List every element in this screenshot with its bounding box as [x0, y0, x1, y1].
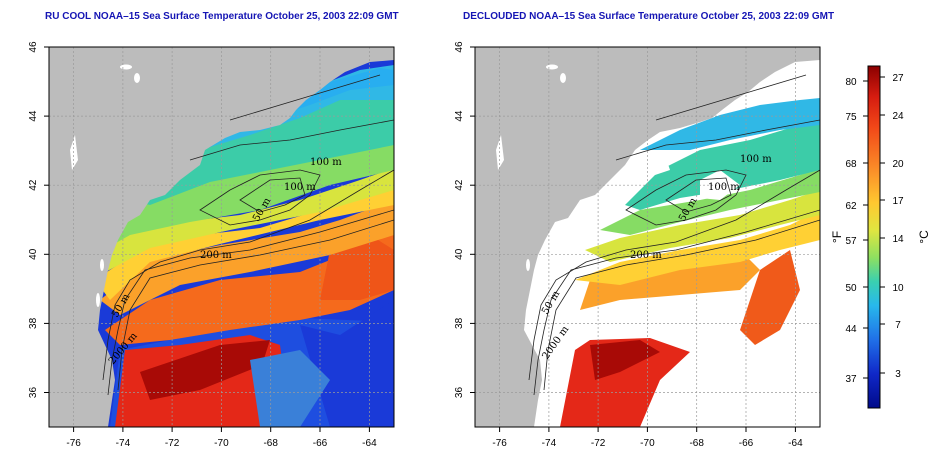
y-tick-label: 36	[28, 387, 39, 399]
y-tick-label: 44	[454, 110, 465, 122]
contour-label: 100 m	[708, 182, 740, 193]
x-tick-label: -76	[492, 438, 507, 449]
y-tick-label: 40	[454, 248, 465, 260]
contour-label: 100 m	[310, 157, 342, 168]
fahrenheit-tick: 68	[845, 159, 857, 170]
x-tick-label: -66	[313, 438, 328, 449]
sst-field-declouded	[560, 98, 820, 427]
fahrenheit-unit-label: °F	[830, 231, 844, 243]
contour-label: 200 m	[630, 250, 662, 261]
fahrenheit-tick: 44	[845, 324, 857, 335]
contour-label: 100 m	[740, 154, 772, 165]
x-tick-label: -72	[591, 438, 606, 449]
land-mass	[475, 47, 820, 427]
x-tick-label: -74	[116, 438, 131, 449]
y-tick-label: 42	[28, 179, 39, 191]
x-tick-label: -68	[689, 438, 704, 449]
fahrenheit-tick: 57	[845, 236, 857, 247]
celsius-tick: 17	[892, 196, 904, 207]
fahrenheit-tick: 37	[845, 374, 857, 385]
celsius-unit-label: °C	[917, 230, 931, 244]
celsius-tick: 7	[895, 320, 901, 331]
x-tick-label: -68	[263, 438, 278, 449]
celsius-tick: 24	[892, 111, 904, 122]
colorbar-gradient	[867, 65, 881, 409]
y-tick-label: 38	[28, 317, 39, 329]
y-tick-label: 36	[454, 387, 465, 399]
bathymetry-contours	[528, 74, 820, 396]
y-tick-label: 42	[454, 179, 465, 191]
right-axis-ticks	[470, 46, 796, 432]
celsius-tick: 27	[892, 73, 904, 84]
x-tick-label: -74	[542, 438, 557, 449]
x-tick-label: -72	[165, 438, 180, 449]
y-tick-label: 44	[28, 110, 39, 122]
bathymetry-contours	[102, 74, 394, 396]
map-gridlines	[475, 47, 820, 427]
contour-label: 100 m	[284, 182, 316, 193]
map-gridlines	[49, 47, 394, 427]
x-tick-label: -70	[640, 438, 655, 449]
right-map-panel: 100 m 100 m 50 m 200 m 50 m 2000 m -76 -…	[454, 41, 821, 449]
y-tick-label: 46	[28, 41, 39, 53]
y-tick-label: 40	[28, 248, 39, 260]
x-tick-label: -64	[362, 438, 377, 449]
fahrenheit-tick: 75	[845, 112, 857, 123]
lakes	[70, 64, 140, 307]
celsius-tick: 10	[892, 283, 904, 294]
x-tick-label: -76	[66, 438, 81, 449]
fahrenheit-tick: 80	[845, 77, 857, 88]
left-panel-title: RU COOL NOAA–15 Sea Surface Temperature …	[45, 11, 399, 22]
left-axis-ticks	[44, 46, 370, 432]
right-panel-title: DECLOUDED NOAA–15 Sea Surface Temperatur…	[463, 11, 835, 22]
contour-label: 200 m	[200, 250, 232, 261]
left-map-panel: 100 m 100 m 50 m 200 m 50 m 2000 m -76 -…	[28, 41, 395, 449]
x-tick-label: -64	[788, 438, 803, 449]
land-mass	[49, 47, 394, 427]
fahrenheit-tick: 50	[845, 283, 857, 294]
celsius-tick: 20	[892, 159, 904, 170]
temperature-colorbar: 80 75 68 62 57 50 44 37 27 24 20 17 14 1…	[830, 65, 931, 409]
celsius-tick: 3	[895, 369, 901, 380]
fahrenheit-tick: 62	[845, 201, 857, 212]
y-tick-label: 38	[454, 317, 465, 329]
x-tick-label: -70	[214, 438, 229, 449]
celsius-tick: 14	[892, 234, 904, 245]
y-tick-label: 46	[454, 41, 465, 53]
x-tick-label: -66	[739, 438, 754, 449]
